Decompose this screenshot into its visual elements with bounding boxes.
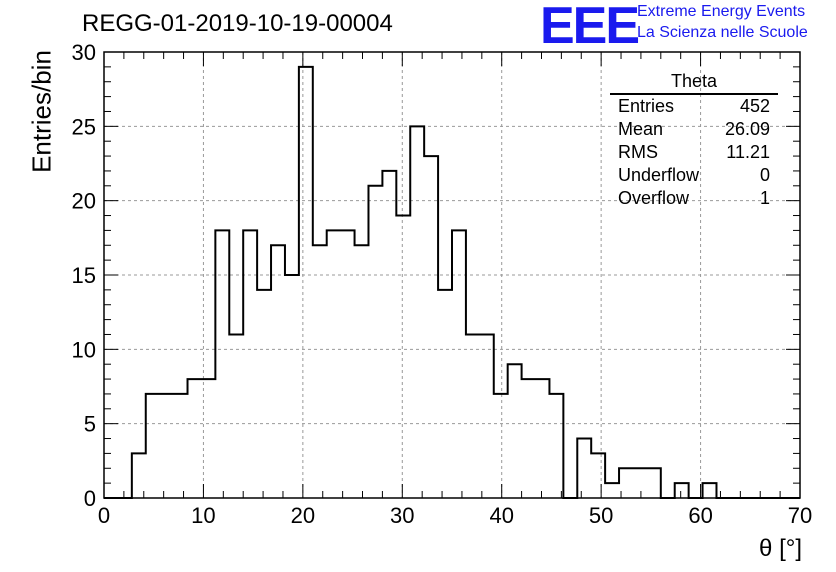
stats-row-mean: Mean 26.09 (610, 118, 778, 141)
stats-box: Theta Entries 452 Mean 26.09 RMS 11.21 U… (610, 72, 778, 210)
histogram-bin (703, 483, 717, 498)
histogram-bin (424, 156, 438, 498)
x-tick-label: 20 (291, 503, 315, 528)
histogram-bin (466, 334, 480, 498)
x-tick-label: 50 (589, 503, 613, 528)
eee-logo: EEE (540, 0, 640, 55)
stats-label: Overflow (618, 188, 690, 208)
histogram-bin (146, 394, 160, 498)
histogram-bin (160, 394, 174, 498)
x-tick-label: 70 (788, 503, 812, 528)
histogram-bin (174, 394, 188, 498)
x-tick-label: 60 (688, 503, 712, 528)
y-tick-label: 0 (84, 486, 96, 511)
histogram-bin (396, 216, 410, 498)
histogram-bin (382, 171, 396, 498)
stats-label: Mean (618, 119, 664, 139)
histogram-bin (522, 379, 536, 498)
histogram-bin (410, 126, 424, 498)
stats-row-rms: RMS 11.21 (610, 141, 778, 164)
histogram-bin (188, 379, 202, 498)
histogram-bin (285, 275, 299, 498)
x-tick-label: 10 (191, 503, 215, 528)
logo-line-1: Extreme Energy Events (637, 3, 806, 20)
y-tick-label: 15 (72, 263, 96, 288)
logo-line-2: La Scienza nelle Scuole (637, 24, 808, 41)
histogram-bin (313, 245, 327, 498)
stats-row-overflow: Overflow 1 (610, 187, 778, 210)
y-tick-label: 10 (72, 337, 96, 362)
y-tick-label: 25 (72, 114, 96, 139)
x-tick-label: 40 (489, 503, 513, 528)
x-axis-label: θ [°] (759, 535, 802, 562)
histogram-bin (299, 67, 313, 498)
histogram-bin (355, 245, 369, 498)
stats-value: 1 (759, 188, 770, 208)
histogram-bin (452, 230, 466, 498)
histogram-bin (271, 245, 285, 498)
histogram-outline (104, 65, 800, 499)
histogram-bin (257, 290, 271, 498)
stats-label: RMS (618, 142, 658, 162)
stats-row-underflow: Underflow 0 (610, 164, 778, 187)
y-axis-label: Entries/bin (26, 50, 57, 173)
histogram-bin (536, 379, 550, 498)
histogram-bin (508, 364, 522, 498)
histogram-bin (368, 186, 382, 498)
stats-value: 0 (759, 165, 770, 185)
stats-value: 26.09 (724, 119, 770, 139)
histogram-bin (577, 439, 591, 498)
chart-title: REGG-01-2019-10-19-00004 (82, 10, 393, 37)
stats-row-entries: Entries 452 (610, 95, 778, 118)
histogram-bin (494, 394, 508, 498)
y-tick-label: 30 (72, 40, 96, 65)
histogram-bin (647, 468, 661, 498)
stats-value: 452 (739, 96, 770, 116)
histogram-bin (633, 468, 647, 498)
x-tick-label: 30 (390, 503, 414, 528)
y-tick-label: 20 (72, 189, 96, 214)
stats-label: Entries (618, 96, 675, 116)
histogram-bin (243, 230, 257, 498)
x-tick-label: 0 (98, 503, 110, 528)
histogram-bin (438, 290, 452, 498)
y-tick-label: 5 (84, 412, 96, 437)
stats-label: Underflow (618, 165, 700, 185)
plot-frame (103, 51, 801, 499)
histogram-bin (591, 453, 605, 498)
histogram-bin (480, 334, 494, 498)
histogram-bin (215, 230, 229, 498)
histogram-bin (327, 230, 341, 498)
stats-value: 11.21 (726, 142, 770, 162)
histogram-bin (605, 483, 619, 498)
histogram-bin (229, 334, 243, 498)
histogram-bin (341, 230, 355, 498)
stats-box-title: Theta (610, 72, 778, 95)
histogram-bin (549, 394, 563, 498)
histogram-bin (675, 483, 689, 498)
